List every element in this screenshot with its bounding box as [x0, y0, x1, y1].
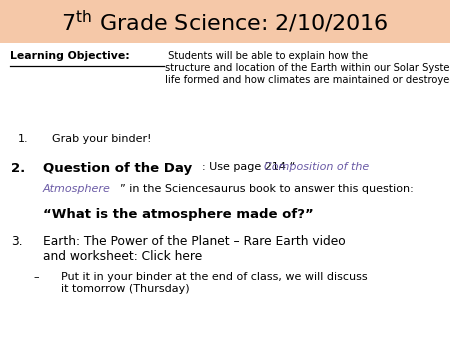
- Text: 3.: 3.: [11, 235, 23, 248]
- Text: Students will be able to explain how the
structure and location of the Earth wit: Students will be able to explain how the…: [165, 51, 450, 84]
- Text: Atmosphere: Atmosphere: [43, 184, 111, 194]
- Text: Grab your binder!: Grab your binder!: [52, 134, 151, 144]
- Text: Put it in your binder at the end of class, we will discuss
it tomorrow (Thursday: Put it in your binder at the end of clas…: [61, 272, 367, 294]
- Text: ” in the Sciencesaurus book to answer this question:: ” in the Sciencesaurus book to answer th…: [120, 184, 414, 194]
- Text: –: –: [34, 272, 40, 282]
- Text: 2.: 2.: [11, 162, 26, 175]
- Text: Composition of the: Composition of the: [264, 162, 369, 172]
- Bar: [0, 0, 450, 43]
- Text: “What is the atmosphere made of?”: “What is the atmosphere made of?”: [43, 208, 314, 221]
- Text: Earth: The Power of the Planet – Rare Earth video
and worksheet: Click here: Earth: The Power of the Planet – Rare Ea…: [43, 235, 346, 263]
- Text: $\mathregular{7^{th}}$ Grade Science: 2/10/2016: $\mathregular{7^{th}}$ Grade Science: 2/…: [61, 8, 389, 35]
- Text: Question of the Day: Question of the Day: [43, 162, 192, 175]
- Text: Learning Objective:: Learning Objective:: [10, 51, 130, 62]
- Text: 1.: 1.: [18, 134, 29, 144]
- Text: : Use page 214 “: : Use page 214 “: [202, 162, 296, 172]
